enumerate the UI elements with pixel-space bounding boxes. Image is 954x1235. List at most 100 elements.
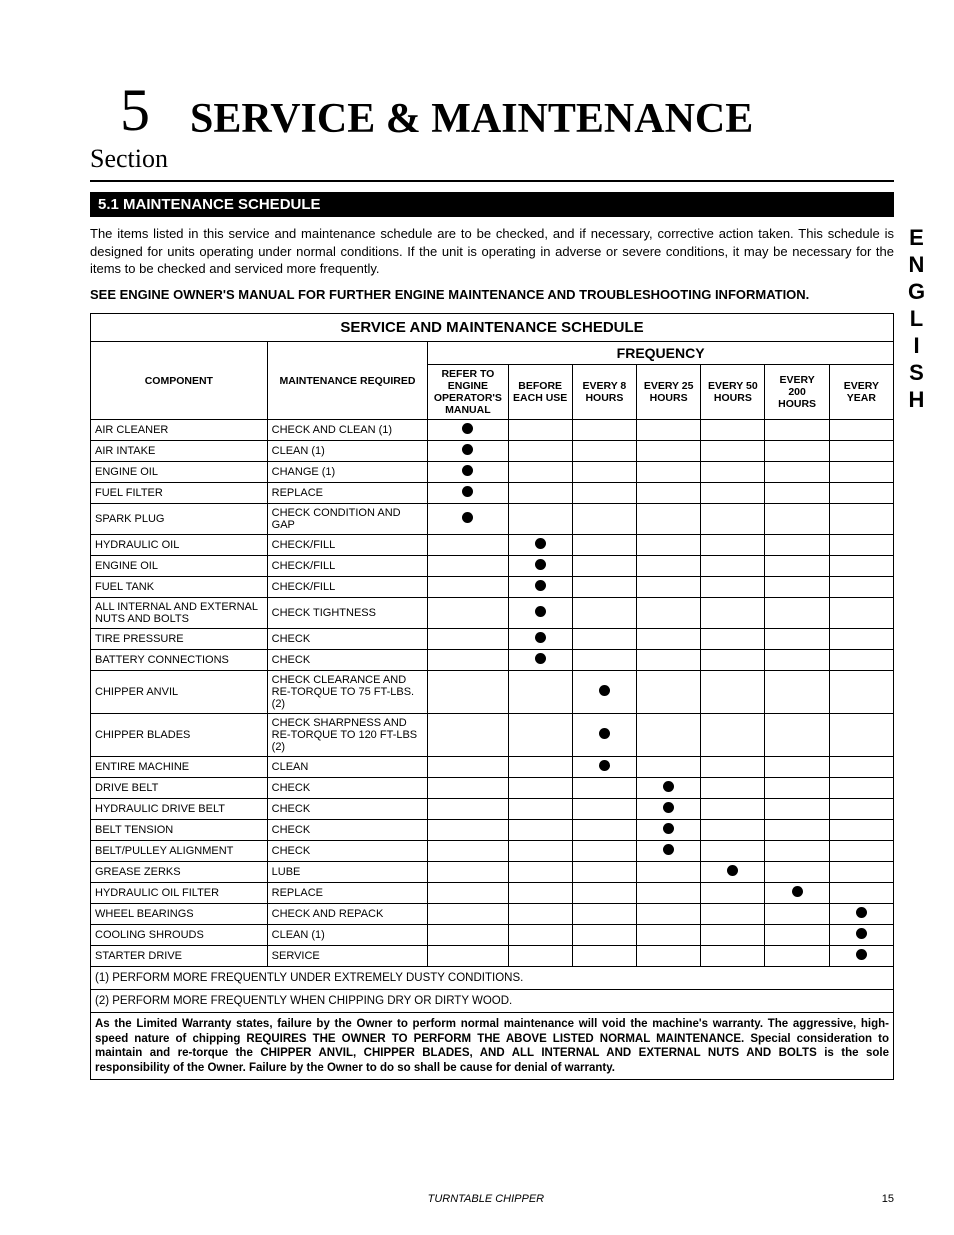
freq-cell — [829, 799, 893, 820]
component-cell: HYDRAULIC DRIVE BELT — [91, 799, 268, 820]
freq-cell — [508, 577, 572, 598]
freq-cell — [829, 598, 893, 629]
freq-cell — [637, 535, 701, 556]
dot-icon — [663, 844, 674, 855]
maintenance-cell: CHECK — [267, 799, 428, 820]
freq-cell — [637, 504, 701, 535]
freq-cell — [572, 650, 636, 671]
freq-cell — [508, 799, 572, 820]
freq-cell — [829, 556, 893, 577]
freq-cell — [637, 462, 701, 483]
freq-cell — [572, 862, 636, 883]
freq-cell — [829, 820, 893, 841]
col-freq-2: EVERY 8 HOURS — [572, 365, 636, 420]
freq-cell — [572, 925, 636, 946]
freq-cell — [508, 535, 572, 556]
maintenance-cell: LUBE — [267, 862, 428, 883]
maintenance-cell: CHECK/FILL — [267, 556, 428, 577]
component-cell: GREASE ZERKS — [91, 862, 268, 883]
freq-cell — [637, 650, 701, 671]
language-side-label: ENGLISH — [903, 225, 929, 414]
freq-cell — [428, 820, 508, 841]
freq-cell — [701, 946, 765, 967]
freq-cell — [508, 504, 572, 535]
freq-cell — [508, 841, 572, 862]
freq-cell — [637, 778, 701, 799]
maintenance-cell: CHECK/FILL — [267, 577, 428, 598]
freq-cell — [637, 820, 701, 841]
freq-cell — [701, 629, 765, 650]
table-row: AIR CLEANERCHECK AND CLEAN (1) — [91, 420, 894, 441]
dot-icon — [535, 606, 546, 617]
freq-cell — [701, 925, 765, 946]
freq-cell — [765, 778, 829, 799]
component-cell: COOLING SHROUDS — [91, 925, 268, 946]
col-freq-3: EVERY 25 HOURS — [637, 365, 701, 420]
freq-cell — [765, 799, 829, 820]
page-header: 5 SERVICE & MAINTENANCE — [90, 80, 894, 140]
freq-cell — [765, 671, 829, 714]
table-row: WHEEL BEARINGSCHECK AND REPACK — [91, 904, 894, 925]
intro-paragraph: The items listed in this service and mai… — [90, 225, 894, 278]
col-freq-1: BEFORE EACH USE — [508, 365, 572, 420]
freq-cell — [637, 757, 701, 778]
freq-cell — [829, 841, 893, 862]
footer-page: 15 — [882, 1193, 894, 1205]
freq-cell — [428, 925, 508, 946]
freq-cell — [701, 862, 765, 883]
freq-cell — [428, 650, 508, 671]
freq-cell — [428, 778, 508, 799]
freq-cell — [701, 714, 765, 757]
component-cell: BELT TENSION — [91, 820, 268, 841]
dot-icon — [462, 444, 473, 455]
table-footnote: (2) PERFORM MORE FREQUENTLY WHEN CHIPPIN… — [91, 990, 894, 1013]
freq-cell — [701, 556, 765, 577]
freq-cell — [765, 462, 829, 483]
dot-icon — [462, 465, 473, 476]
col-frequency-group: FREQUENCY — [428, 342, 894, 365]
table-row: BATTERY CONNECTIONSCHECK — [91, 650, 894, 671]
freq-cell — [829, 671, 893, 714]
freq-cell — [637, 629, 701, 650]
freq-cell — [508, 757, 572, 778]
component-cell: ALL INTERNAL AND EXTERNAL NUTS AND BOLTS — [91, 598, 268, 629]
freq-cell — [637, 946, 701, 967]
freq-cell — [829, 577, 893, 598]
freq-cell — [637, 577, 701, 598]
freq-cell — [572, 629, 636, 650]
freq-cell — [428, 862, 508, 883]
dot-icon — [462, 486, 473, 497]
freq-cell — [701, 820, 765, 841]
freq-cell — [701, 483, 765, 504]
freq-cell — [765, 535, 829, 556]
freq-cell — [428, 420, 508, 441]
freq-cell — [701, 671, 765, 714]
engine-manual-note: SEE ENGINE OWNER'S MANUAL FOR FURTHER EN… — [90, 286, 894, 304]
table-row: TIRE PRESSURECHECK — [91, 629, 894, 650]
freq-cell — [829, 483, 893, 504]
component-cell: TIRE PRESSURE — [91, 629, 268, 650]
freq-cell — [829, 420, 893, 441]
section-label: Section — [90, 144, 894, 174]
freq-cell — [508, 925, 572, 946]
dot-icon — [792, 886, 803, 897]
page-footer: TURNTABLE CHIPPER 15 — [90, 1193, 894, 1205]
maintenance-cell: REPLACE — [267, 483, 428, 504]
dot-icon — [856, 949, 867, 960]
freq-cell — [572, 778, 636, 799]
component-cell: AIR CLEANER — [91, 420, 268, 441]
component-cell: BELT/PULLEY ALIGNMENT — [91, 841, 268, 862]
freq-cell — [701, 535, 765, 556]
table-row: ENGINE OILCHANGE (1) — [91, 462, 894, 483]
freq-cell — [701, 598, 765, 629]
freq-cell — [829, 946, 893, 967]
freq-cell — [701, 441, 765, 462]
freq-cell — [765, 577, 829, 598]
freq-cell — [637, 714, 701, 757]
subsection-heading: 5.1 MAINTENANCE SCHEDULE — [90, 192, 894, 217]
freq-cell — [572, 714, 636, 757]
freq-cell — [637, 925, 701, 946]
table-row: CHIPPER ANVILCHECK CLEARANCE AND RE-TORQ… — [91, 671, 894, 714]
freq-cell — [701, 799, 765, 820]
table-row: ALL INTERNAL AND EXTERNAL NUTS AND BOLTS… — [91, 598, 894, 629]
